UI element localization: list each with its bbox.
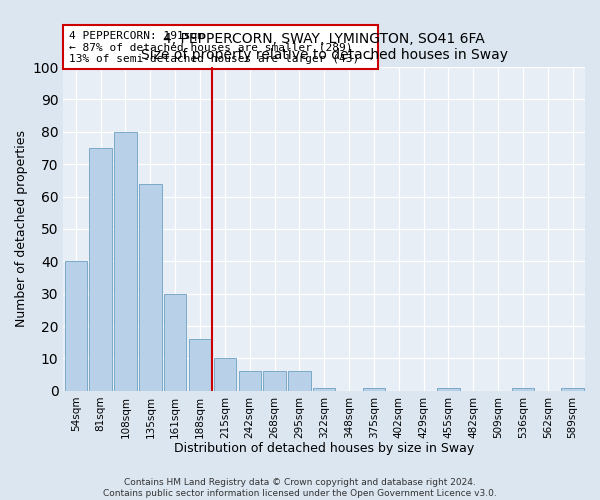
Text: 4 PEPPERCORN: 191sqm
← 87% of detached houses are smaller (289)
13% of semi-deta: 4 PEPPERCORN: 191sqm ← 87% of detached h… [68,30,373,64]
Bar [164,294,187,391]
Bar [562,388,584,391]
Y-axis label: Number of detached properties: Number of detached properties [15,130,28,328]
X-axis label: Distribution of detached houses by size in Sway: Distribution of detached houses by size … [174,442,475,455]
Bar [437,388,460,391]
Bar [512,388,534,391]
Bar [139,184,161,391]
Bar [313,388,335,391]
Bar [239,372,261,391]
Text: Contains HM Land Registry data © Crown copyright and database right 2024.
Contai: Contains HM Land Registry data © Crown c… [103,478,497,498]
Bar [214,358,236,391]
Bar [263,372,286,391]
Bar [65,262,87,391]
Bar [288,372,311,391]
Bar [189,339,211,391]
Bar [363,388,385,391]
Title: 4, PEPPERCORN, SWAY, LYMINGTON, SO41 6FA
Size of property relative to detached h: 4, PEPPERCORN, SWAY, LYMINGTON, SO41 6FA… [141,32,508,62]
Bar [89,148,112,391]
Bar [115,132,137,391]
